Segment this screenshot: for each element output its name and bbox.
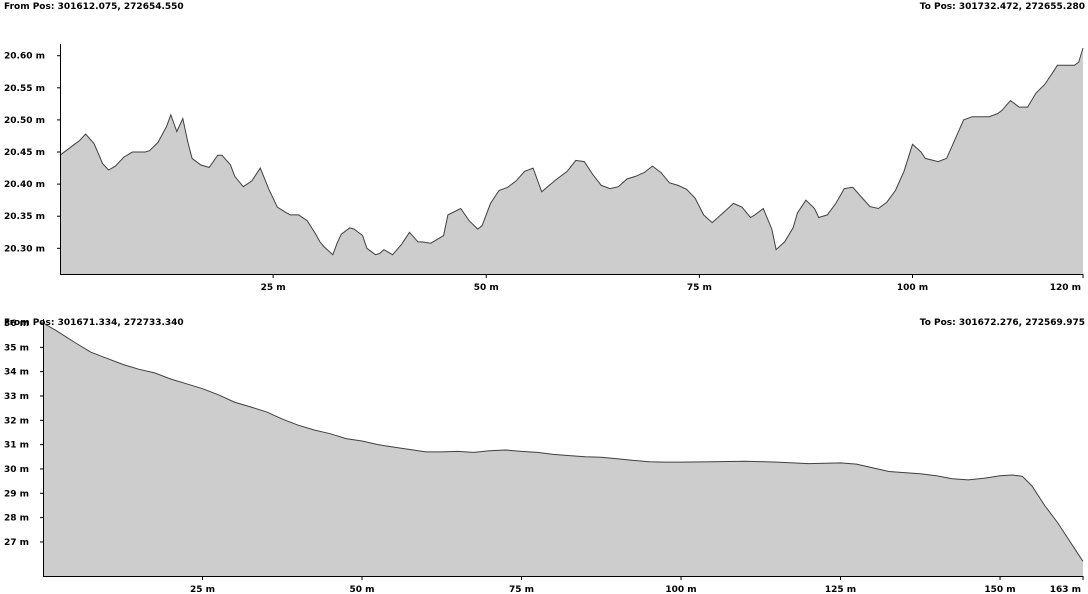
profile-area-2: [43, 323, 1083, 576]
profile-line-1: [59, 47, 1084, 256]
elevation-profile-chart-2: 27 m 28 m 29 m 30 m 31 m 32 m 33 m 34 m 35 m 36 m…: [4, 319, 1084, 594]
y-tick-label: 29 m: [4, 489, 29, 499]
x-tick-label: 75 m: [687, 283, 712, 293]
y-tick-label: 20.35 m: [4, 212, 45, 222]
x-tick-label: 100 m: [665, 585, 696, 594]
x-tick-label: 50 m: [349, 585, 374, 594]
y-tick-label: 20.45 m: [4, 148, 45, 158]
y-tick-label: 27 m: [4, 538, 29, 548]
y-tick-label: 34 m: [4, 368, 29, 378]
y-tick-label: 20.60 m: [4, 52, 45, 62]
profile-area-1: [60, 48, 1083, 274]
y-tick-label: 30 m: [4, 465, 29, 475]
x-tick-label: 25 m: [190, 585, 215, 594]
elevation-profile-chart-1: 20.30 m 20.35 m 20.40 m 20.45 m 20.50 m 20.55…: [4, 44, 1084, 293]
y-tick-label: 20.30 m: [4, 244, 45, 254]
profile-1-to-position: To Pos: 301732.472, 272655.280: [919, 2, 1085, 12]
profile-1-from-position: From Pos: 301612.075, 272654.550: [4, 2, 184, 12]
y-tick-label: 20.50 m: [4, 116, 45, 126]
x-tick-label: 163 m: [1050, 585, 1081, 594]
y-tick-label: 35 m: [4, 343, 29, 353]
y-tick-label: 33 m: [4, 392, 29, 402]
y-tick-label: 20.55 m: [4, 84, 45, 94]
x-tick-label: 75 m: [509, 585, 534, 594]
x-tick-label: 125 m: [825, 585, 856, 594]
profile-2-to-position: To Pos: 301672.276, 272569.975: [919, 318, 1085, 328]
profile-2-from-position: From Pos: 301671.334, 272733.340: [4, 318, 184, 328]
x-tick-label: 150 m: [984, 585, 1015, 594]
x-tick-label: 50 m: [474, 283, 499, 293]
y-tick-label: 36 m: [4, 319, 29, 329]
x-tick-label: 100 m: [897, 283, 928, 293]
y-tick-label: 32 m: [4, 416, 29, 426]
y-tick-label: 31 m: [4, 441, 29, 451]
x-tick-label: 25 m: [261, 283, 286, 293]
profile-line-2: [42, 322, 1084, 562]
y-tick-label: 20.40 m: [4, 180, 45, 190]
x-tick-label: 120 m: [1050, 283, 1081, 293]
y-tick-label: 28 m: [4, 514, 29, 524]
